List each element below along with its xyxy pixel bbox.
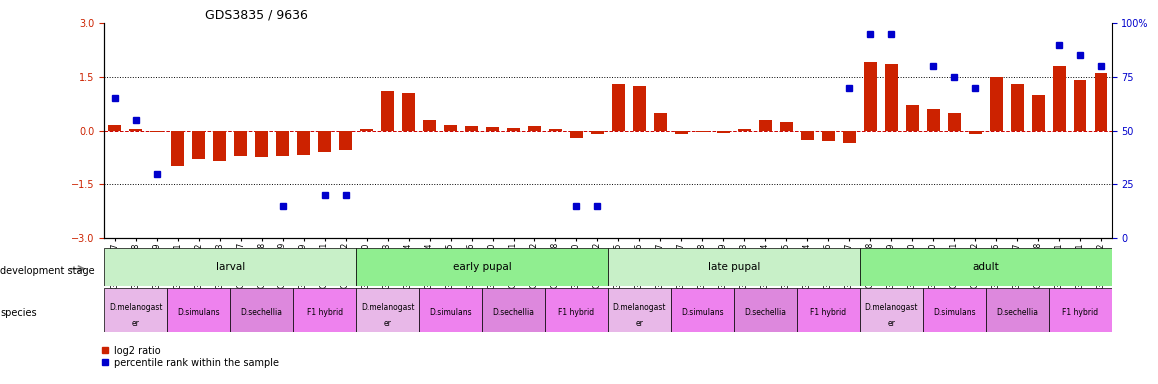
Text: larval: larval bbox=[215, 262, 244, 272]
Bar bbox=[234, 131, 247, 156]
FancyBboxPatch shape bbox=[545, 288, 608, 332]
Text: GDS3835 / 9636: GDS3835 / 9636 bbox=[205, 9, 308, 22]
Bar bbox=[339, 131, 352, 150]
Text: D.melanogast: D.melanogast bbox=[865, 303, 918, 312]
Bar bbox=[109, 125, 120, 131]
Bar bbox=[318, 131, 331, 152]
FancyBboxPatch shape bbox=[859, 288, 923, 332]
Bar bbox=[528, 126, 541, 131]
Text: F1 hybrid: F1 hybrid bbox=[307, 308, 343, 317]
Bar bbox=[130, 129, 142, 131]
Text: F1 hybrid: F1 hybrid bbox=[811, 308, 846, 317]
FancyBboxPatch shape bbox=[734, 288, 797, 332]
FancyBboxPatch shape bbox=[230, 288, 293, 332]
Bar bbox=[192, 131, 205, 159]
Bar bbox=[948, 113, 961, 131]
Bar bbox=[738, 129, 750, 131]
FancyBboxPatch shape bbox=[923, 288, 985, 332]
FancyBboxPatch shape bbox=[357, 288, 419, 332]
Text: D.melanogast: D.melanogast bbox=[613, 303, 666, 312]
Bar bbox=[654, 113, 667, 131]
Bar bbox=[171, 131, 184, 166]
Bar bbox=[486, 127, 499, 131]
Text: er: er bbox=[132, 319, 140, 328]
Bar bbox=[570, 131, 582, 138]
Bar bbox=[277, 131, 288, 156]
Bar bbox=[696, 131, 709, 132]
Text: er: er bbox=[887, 319, 895, 328]
FancyBboxPatch shape bbox=[797, 288, 859, 332]
Bar bbox=[213, 131, 226, 161]
Bar bbox=[801, 131, 814, 139]
Bar bbox=[675, 131, 688, 134]
Text: D.sechellia: D.sechellia bbox=[492, 308, 535, 317]
Text: development stage: development stage bbox=[0, 266, 95, 276]
FancyBboxPatch shape bbox=[293, 288, 357, 332]
Bar bbox=[1053, 66, 1065, 131]
Text: D.sechellia: D.sechellia bbox=[745, 308, 786, 317]
FancyBboxPatch shape bbox=[608, 288, 670, 332]
Bar bbox=[717, 131, 730, 133]
Text: D.melanogast: D.melanogast bbox=[361, 303, 415, 312]
FancyBboxPatch shape bbox=[608, 248, 859, 286]
FancyBboxPatch shape bbox=[419, 288, 482, 332]
FancyBboxPatch shape bbox=[482, 288, 545, 332]
Legend: log2 ratio, percentile rank within the sample: log2 ratio, percentile rank within the s… bbox=[97, 342, 283, 371]
Bar bbox=[613, 84, 625, 131]
Bar bbox=[255, 131, 267, 157]
Bar bbox=[298, 131, 310, 155]
Text: early pupal: early pupal bbox=[453, 262, 512, 272]
Bar bbox=[591, 131, 603, 134]
Bar bbox=[990, 77, 1003, 131]
FancyBboxPatch shape bbox=[357, 248, 608, 286]
Text: D.simulans: D.simulans bbox=[430, 308, 471, 317]
Text: er: er bbox=[636, 319, 644, 328]
Bar bbox=[445, 125, 456, 131]
Bar bbox=[1073, 80, 1086, 131]
Text: D.sechellia: D.sechellia bbox=[996, 308, 1039, 317]
Text: F1 hybrid: F1 hybrid bbox=[1062, 308, 1098, 317]
Bar bbox=[864, 63, 877, 131]
Text: adult: adult bbox=[973, 262, 999, 272]
Bar bbox=[360, 129, 373, 131]
Bar bbox=[507, 128, 520, 131]
Bar bbox=[780, 122, 792, 131]
FancyBboxPatch shape bbox=[104, 248, 357, 286]
Bar bbox=[1032, 95, 1045, 131]
Text: D.simulans: D.simulans bbox=[933, 308, 975, 317]
Bar bbox=[906, 106, 918, 131]
FancyBboxPatch shape bbox=[859, 248, 1112, 286]
Bar bbox=[822, 131, 835, 141]
FancyBboxPatch shape bbox=[985, 288, 1049, 332]
Bar bbox=[633, 86, 646, 131]
Bar bbox=[885, 64, 897, 131]
Bar bbox=[926, 109, 939, 131]
FancyBboxPatch shape bbox=[104, 288, 167, 332]
Bar bbox=[1094, 73, 1107, 131]
Bar bbox=[843, 131, 856, 143]
Text: D.sechellia: D.sechellia bbox=[241, 308, 283, 317]
Bar bbox=[549, 129, 562, 131]
Text: D.simulans: D.simulans bbox=[681, 308, 724, 317]
FancyBboxPatch shape bbox=[670, 288, 734, 332]
Text: late pupal: late pupal bbox=[708, 262, 760, 272]
Text: D.melanogast: D.melanogast bbox=[109, 303, 162, 312]
Text: D.simulans: D.simulans bbox=[177, 308, 220, 317]
FancyBboxPatch shape bbox=[167, 288, 230, 332]
FancyBboxPatch shape bbox=[1049, 288, 1112, 332]
Text: F1 hybrid: F1 hybrid bbox=[558, 308, 594, 317]
Bar bbox=[424, 120, 435, 131]
Bar bbox=[969, 131, 982, 134]
Bar bbox=[381, 91, 394, 131]
Bar bbox=[402, 93, 415, 131]
Text: species: species bbox=[0, 308, 37, 318]
Bar bbox=[466, 126, 478, 131]
Bar bbox=[760, 120, 771, 131]
Text: er: er bbox=[383, 319, 391, 328]
Bar bbox=[151, 131, 163, 132]
Bar bbox=[1011, 84, 1024, 131]
